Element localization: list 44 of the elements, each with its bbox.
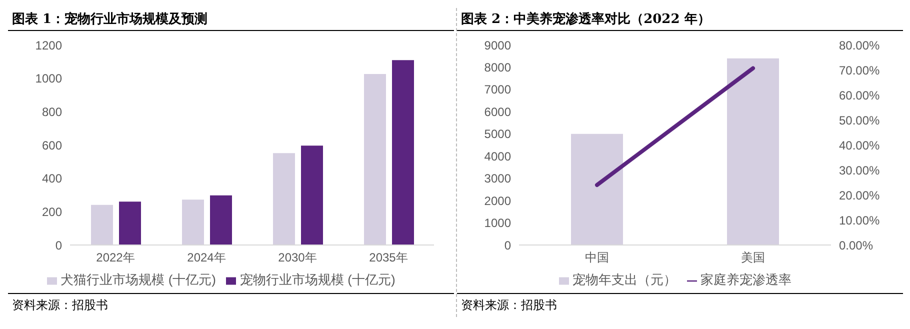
bar xyxy=(210,195,232,245)
x-tick-label: 中国 xyxy=(585,250,609,265)
x-tick-label: 2035年 xyxy=(369,250,408,265)
chart-title: 图表 2：中美养宠渗透率对比（2022 年） xyxy=(457,8,903,31)
bar xyxy=(392,60,414,245)
legend-label: 家庭养宠渗透率 xyxy=(700,272,792,287)
y-tick-label: 6000 xyxy=(484,104,512,119)
y-tick-label: 9000 xyxy=(484,38,512,52)
legend-label: 犬猫行业市场规模 (十亿元) xyxy=(60,272,216,287)
legend-label: 宠物年支出（元） xyxy=(572,272,676,287)
y-tick-label: 4000 xyxy=(484,149,512,164)
y2-tick-label: 20.00% xyxy=(839,188,880,202)
y-tick-label: 800 xyxy=(42,104,62,119)
x-tick-label: 美国 xyxy=(741,250,765,265)
chart-title: 图表 1：宠物行业市场规模及预测 xyxy=(8,8,454,31)
y-tick-label: 400 xyxy=(42,172,62,186)
y-tick-label: 0 xyxy=(504,238,512,252)
x-tick-label: 2030年 xyxy=(278,250,317,265)
y-tick-label: 1200 xyxy=(35,38,62,52)
text: 资料来源：招股书 xyxy=(12,297,109,314)
y2-tick-label: 10.00% xyxy=(839,213,880,228)
y2-tick-label: 30.00% xyxy=(839,163,880,178)
y-tick-label: 5000 xyxy=(484,127,512,142)
y2-tick-label: 70.00% xyxy=(839,63,880,78)
x-tick-label: 2022年 xyxy=(96,250,135,265)
y-tick-label: 200 xyxy=(42,204,62,219)
y-tick-label: 600 xyxy=(42,138,62,152)
y-tick-label: 1000 xyxy=(35,72,62,86)
y-tick-label: 1000 xyxy=(484,216,512,230)
y2-tick-label: 0.00% xyxy=(839,238,874,252)
y2-tick-label: 80.00% xyxy=(839,38,880,52)
text: 资料来源：招股书 xyxy=(461,297,558,314)
x-tick-label: 2024年 xyxy=(187,250,226,265)
y-tick-label: 7000 xyxy=(484,82,512,97)
y-tick-label: 3000 xyxy=(484,172,512,186)
y2-tick-label: 50.00% xyxy=(839,113,880,128)
y-tick-label: 0 xyxy=(55,238,62,252)
y-tick-label: 2000 xyxy=(484,194,512,208)
y2-tick-label: 40.00% xyxy=(839,138,880,152)
legend-label: 宠物行业市场规模 (十亿元) xyxy=(240,272,396,287)
bar xyxy=(301,146,323,245)
y2-tick-label: 60.00% xyxy=(839,88,880,102)
y-tick-label: 8000 xyxy=(484,60,512,74)
bar xyxy=(119,202,141,245)
